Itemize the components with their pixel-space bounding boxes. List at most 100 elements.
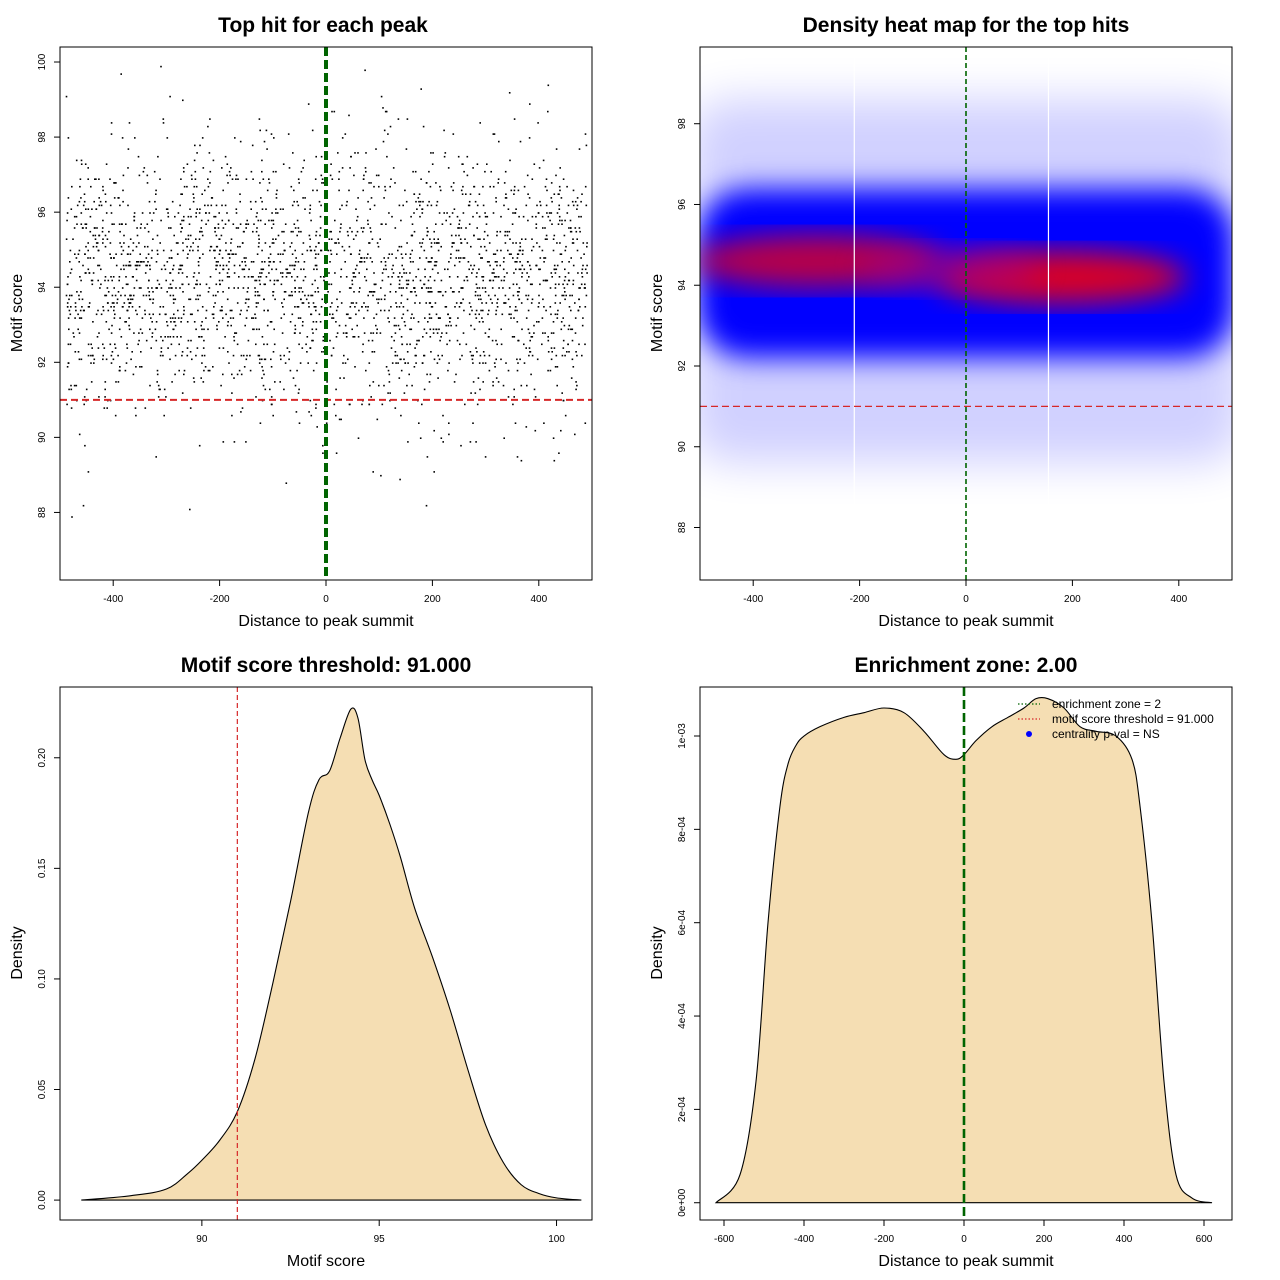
scatter-point xyxy=(562,178,565,180)
scatter-point xyxy=(474,392,477,394)
scatter-point xyxy=(180,264,182,267)
scatter-point xyxy=(255,343,257,346)
scatter-point xyxy=(75,309,77,312)
enrichment-panel: Enrichment zone: 2.00 -600 -400 -200 0 200 40… xyxy=(640,640,1280,1280)
scatter-point xyxy=(181,272,184,274)
scatter-point xyxy=(239,264,241,267)
scatter-point xyxy=(196,152,198,154)
scatter-point xyxy=(475,441,477,443)
scatter-point xyxy=(519,249,522,252)
scatter-point xyxy=(120,253,123,255)
scatter-point xyxy=(367,339,370,342)
scatter-point xyxy=(110,354,113,357)
scatter-point xyxy=(207,178,209,180)
scatter-point xyxy=(360,257,363,259)
scatter-point xyxy=(542,227,544,229)
scatter-point xyxy=(384,110,387,113)
scatter-point xyxy=(529,268,532,271)
scatter-point xyxy=(368,182,370,184)
scatter-point xyxy=(538,245,541,248)
scatter-point xyxy=(370,332,372,334)
scatter-point xyxy=(91,208,93,210)
scatter-point xyxy=(255,306,258,308)
scatter-point xyxy=(245,178,248,180)
scatter-point xyxy=(251,144,254,147)
scatter-point xyxy=(312,321,315,323)
scatter-point xyxy=(419,242,421,244)
scatter-point xyxy=(577,272,579,274)
scatter-point xyxy=(391,362,394,364)
scatter-point xyxy=(235,212,238,214)
scatter-point xyxy=(169,95,171,98)
scatter-point xyxy=(75,215,78,218)
scatter-point xyxy=(292,230,294,233)
scatter-point xyxy=(531,215,534,218)
scatter-point xyxy=(367,253,369,255)
scatter-point xyxy=(484,287,487,289)
scatter-point xyxy=(344,133,347,135)
chart-title: Density heat map for the top hits xyxy=(803,14,1130,37)
scatter-point xyxy=(339,208,341,210)
scatter-point xyxy=(313,268,315,271)
scatter-point xyxy=(314,178,317,180)
scatter-point xyxy=(518,268,521,271)
scatter-point xyxy=(392,272,395,274)
scatter-point xyxy=(293,223,296,225)
scatter-point xyxy=(113,317,116,319)
scatter-point xyxy=(471,358,474,361)
scatter-point xyxy=(345,276,348,278)
scatter-point xyxy=(486,261,489,263)
scatter-point xyxy=(515,268,517,271)
scatter-point xyxy=(314,264,317,267)
scatter-point xyxy=(495,200,497,203)
scatter-point xyxy=(85,227,87,229)
scatter-point xyxy=(358,291,360,293)
scatter-point xyxy=(221,306,223,308)
scatter-point xyxy=(398,287,401,289)
scatter-point xyxy=(428,313,431,316)
x-tick-label: -200 xyxy=(850,594,870,605)
scatter-point xyxy=(553,234,556,237)
scatter-point xyxy=(388,253,391,255)
scatter-point xyxy=(193,381,196,383)
scatter-point xyxy=(414,347,416,349)
scatter-point xyxy=(288,167,291,169)
scatter-point xyxy=(88,306,90,308)
scatter-point xyxy=(214,230,216,233)
scatter-point xyxy=(551,223,553,225)
scatter-point xyxy=(123,268,125,271)
scatter-point xyxy=(226,163,229,165)
scatter-point xyxy=(115,253,117,255)
scatter-point xyxy=(423,283,426,286)
scatter-point xyxy=(332,317,335,319)
scatter-point xyxy=(430,317,433,319)
scatter-point xyxy=(78,358,81,361)
scatter-point xyxy=(95,313,98,316)
scatter-point xyxy=(119,230,121,233)
scatter-point xyxy=(83,403,85,406)
scatter-point xyxy=(433,429,435,432)
scatter-point xyxy=(555,148,558,150)
scatter-point xyxy=(177,309,179,312)
scatter-point xyxy=(516,253,519,255)
scatter-point xyxy=(317,287,319,289)
scatter-point xyxy=(390,347,393,349)
scatter-point xyxy=(421,403,423,406)
scatter-point xyxy=(262,178,265,180)
scatter-point xyxy=(443,129,445,132)
scatter-point xyxy=(553,193,556,195)
scatter-point xyxy=(572,366,575,368)
scatter-point xyxy=(190,174,193,177)
scatter-point xyxy=(120,73,122,75)
scatter-point xyxy=(308,212,311,214)
scatter-point xyxy=(384,264,387,267)
scatter-point xyxy=(480,309,482,312)
scatter-point xyxy=(286,347,289,349)
scatter-point xyxy=(259,272,261,274)
scatter-point xyxy=(510,253,512,255)
scatter-point xyxy=(331,178,334,180)
scatter-point xyxy=(111,351,114,353)
scatter-point xyxy=(334,219,336,222)
scatter-point xyxy=(352,238,355,240)
scatter-point xyxy=(101,230,104,233)
